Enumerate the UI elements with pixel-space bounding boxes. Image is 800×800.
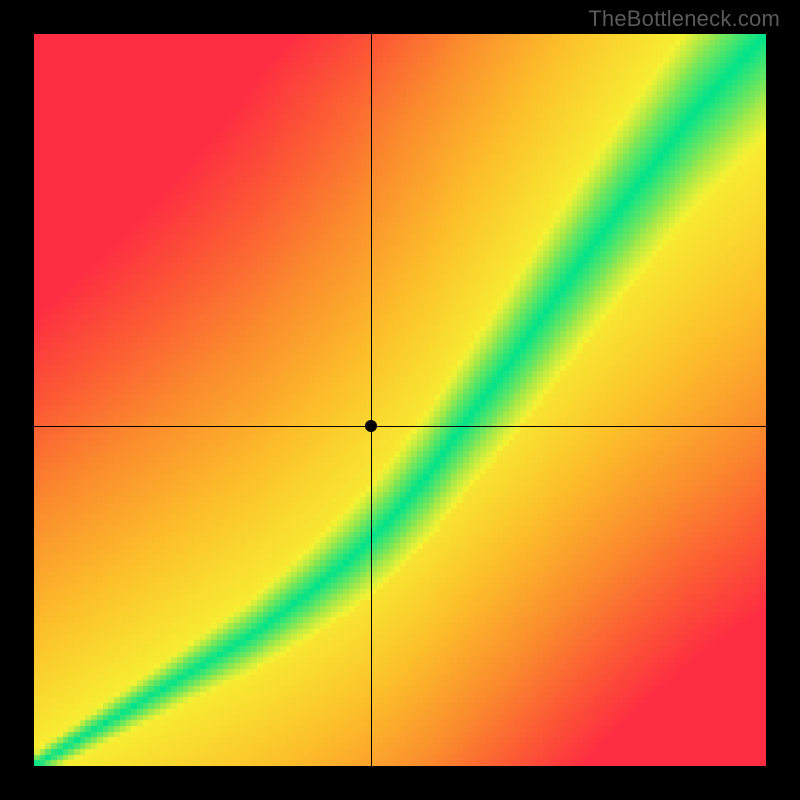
- crosshair-vertical: [371, 34, 372, 766]
- crosshair-marker: [365, 420, 377, 432]
- crosshair-horizontal: [34, 426, 766, 427]
- heatmap-canvas: [34, 34, 766, 766]
- watermark-text: TheBottleneck.com: [588, 6, 780, 32]
